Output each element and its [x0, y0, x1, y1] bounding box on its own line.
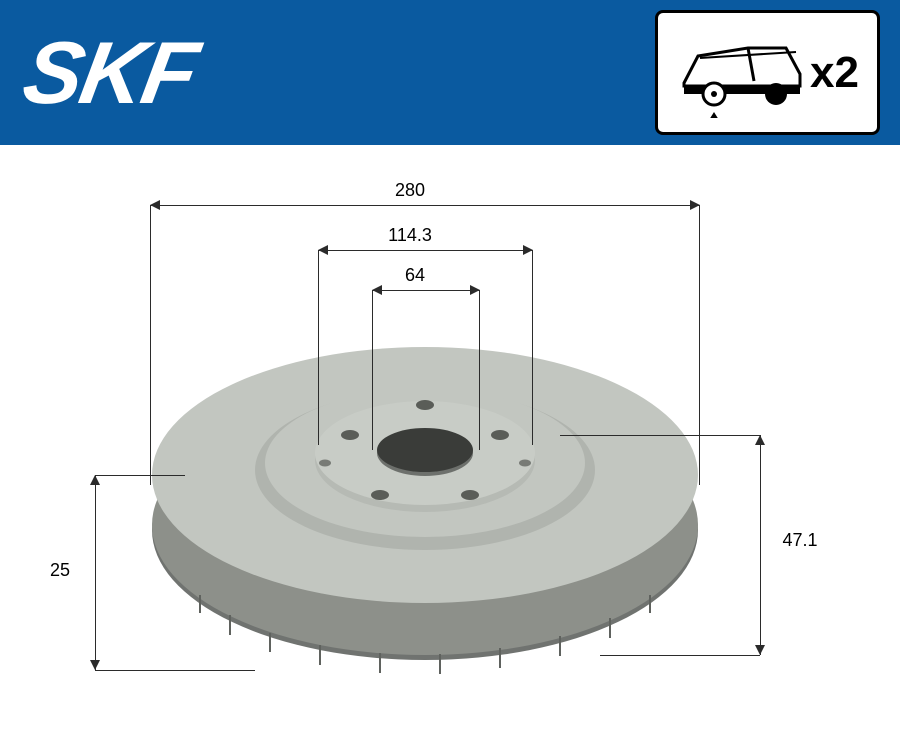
dim-line-pcd [318, 250, 533, 251]
header-bar: SKF x2 [0, 0, 900, 145]
dim-ext-h-top [560, 435, 760, 436]
dim-ext-h-bot [600, 655, 760, 656]
dim-ext-thk-top [95, 475, 185, 476]
arrow-icon [523, 245, 533, 255]
dimension-pcd: 114.3 [375, 225, 445, 246]
arrow-icon [372, 285, 382, 295]
dim-line-height [760, 435, 761, 655]
dim-line-bore [372, 290, 480, 291]
brand-logo: SKF [16, 22, 204, 124]
dim-ext-pcd-right [532, 250, 533, 445]
arrow-icon [318, 245, 328, 255]
dim-ext-outer-right [699, 205, 700, 485]
brake-disc-illustration [150, 345, 700, 675]
arrow-icon [755, 435, 765, 445]
arrow-icon [90, 660, 100, 670]
dim-ext-thk-bot [95, 670, 255, 671]
quantity-badge: x2 [655, 10, 880, 135]
arrow-icon [90, 475, 100, 485]
car-icon [676, 28, 806, 118]
dim-ext-bore-right [479, 290, 480, 450]
dimension-height: 47.1 [775, 530, 825, 551]
dim-ext-pcd-left [318, 250, 319, 445]
dimension-thickness: 25 [40, 560, 80, 581]
arrow-icon [470, 285, 480, 295]
dim-ext-outer-left [150, 205, 151, 485]
quantity-label: x2 [810, 48, 859, 98]
technical-diagram: 280 114.3 64 25 47.1 [0, 145, 900, 750]
dim-line-outer [150, 205, 700, 206]
dimension-bore: 64 [395, 265, 435, 286]
arrow-icon [755, 645, 765, 655]
arrow-icon [690, 200, 700, 210]
arrow-icon [150, 200, 160, 210]
dim-ext-bore-left [372, 290, 373, 450]
dim-line-thickness [95, 475, 96, 670]
dimension-outer-diameter: 280 [380, 180, 440, 201]
